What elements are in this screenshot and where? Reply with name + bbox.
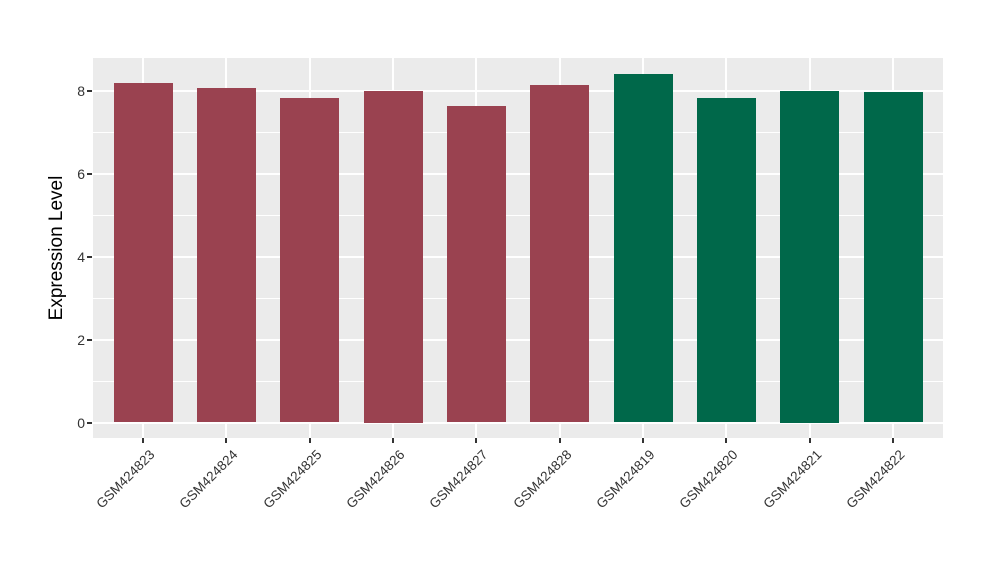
x-tick-mark-GSM424819 [642, 438, 644, 443]
gridline-minor-y1 [93, 380, 943, 382]
gridline-major-y2 [93, 338, 943, 341]
gridline-minor-y7 [93, 131, 943, 133]
x-tick-label-GSM424828: GSM424828 [510, 447, 575, 512]
x-tick-label-GSM424819: GSM424819 [593, 447, 658, 512]
x-tick-mark-GSM424825 [308, 438, 311, 443]
x-tick-label-GSM424823: GSM424823 [93, 447, 158, 512]
bar-GSM424820 [696, 97, 756, 423]
x-tick-mark-GSM424828 [558, 438, 561, 443]
y-tick-label-2: 2 [77, 331, 85, 348]
bar-GSM424823 [113, 83, 173, 423]
y-tick-label-8: 8 [77, 82, 85, 99]
x-tick-label-GSM424822: GSM424822 [843, 447, 908, 512]
x-tick-mark-GSM424821 [808, 438, 811, 443]
x-tick-mark-GSM424822 [892, 438, 894, 443]
x-tick-mark-GSM424827 [475, 438, 478, 443]
y-tick-mark-2 [87, 338, 92, 341]
y-tick-label-0: 0 [77, 414, 85, 431]
bar-GSM424827 [446, 106, 506, 423]
bar-GSM424826 [363, 90, 423, 423]
x-tick-label-GSM424825: GSM424825 [260, 447, 325, 512]
y-tick-label-6: 6 [77, 165, 85, 182]
x-tick-mark-GSM424823 [142, 438, 144, 443]
x-tick-label-GSM424824: GSM424824 [176, 447, 241, 512]
bar-GSM424822 [863, 91, 923, 423]
gridline-major-y4 [93, 255, 943, 258]
x-tick-label-GSM424821: GSM424821 [760, 447, 825, 512]
gridline-minor-y3 [93, 297, 943, 299]
x-tick-label-GSM424827: GSM424827 [426, 447, 491, 512]
bar-GSM424824 [196, 87, 256, 423]
x-tick-label-GSM424826: GSM424826 [343, 447, 408, 512]
y-tick-mark-8 [87, 89, 92, 92]
plot-panel [93, 58, 943, 438]
x-tick-mark-GSM424820 [725, 438, 728, 443]
y-tick-mark-6 [87, 172, 92, 175]
x-tick-label-GSM424820: GSM424820 [676, 447, 741, 512]
gridline-major-y8 [93, 89, 943, 92]
bar-GSM424821 [780, 90, 840, 423]
gridline-minor-y5 [93, 214, 943, 216]
x-tick-mark-GSM424826 [392, 438, 394, 443]
bar-GSM424825 [280, 97, 340, 423]
bar-GSM424819 [613, 73, 673, 423]
x-tick-mark-GSM424824 [225, 438, 228, 443]
y-tick-label-4: 4 [77, 248, 85, 265]
gridline-major-y6 [93, 172, 943, 175]
gridline-major-y0 [93, 421, 943, 424]
y-tick-mark-0 [87, 421, 92, 424]
y-tick-mark-4 [87, 255, 92, 258]
bar-GSM424828 [530, 85, 590, 423]
